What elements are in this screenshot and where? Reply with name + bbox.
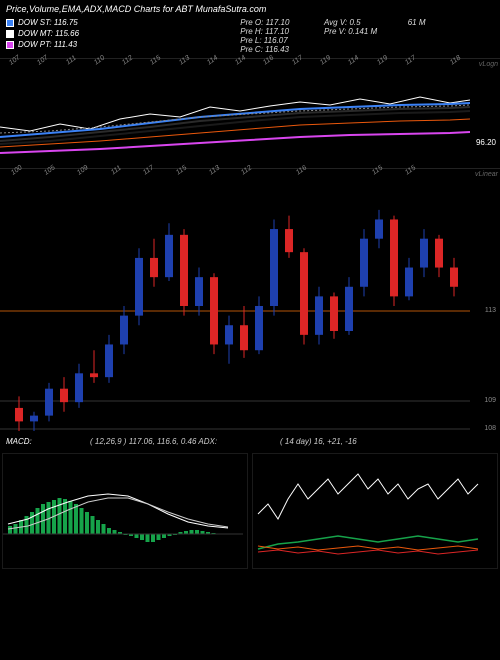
stat-pre-c: Pre C: 116.43 [240, 45, 324, 54]
stat-avg-v: Avg V: 0.5 [324, 18, 408, 27]
legend-st-swatch [6, 19, 14, 27]
adx-subpanel [252, 453, 498, 569]
stat-pre-h: Pre H: 117.10 [240, 27, 324, 36]
macd-subpanel [2, 453, 248, 569]
ema-panel: 1071071111101121151131141141161171191141… [0, 58, 500, 168]
stat-pre-o: Pre O: 117.10 [240, 18, 324, 27]
macd-params-left: ( 12,26,9 ) 117.06, 116.6, 0.46 ADX: [90, 437, 217, 446]
legend-block: DOW ST: 116.75 DOW MT: 115.66 DOW PT: 11… [6, 18, 240, 54]
stat-total: 61 M [408, 18, 492, 27]
legend-mt: DOW MT: 115.66 [6, 29, 240, 38]
legend-pt-swatch [6, 41, 14, 49]
adx-svg [253, 454, 493, 569]
legend-pt: DOW PT: 111.43 [6, 40, 240, 49]
chart-title: Price,Volume,EMA,ADX,MACD Charts for ABT… [6, 4, 494, 14]
stats-block: Pre O: 117.10 Avg V: 0.5 61 M Pre H: 117… [240, 18, 494, 54]
stat-pre-l: Pre L: 116.07 [240, 36, 324, 45]
ema-x-labels: 1071071111101121151131141141161171191141… [0, 57, 470, 64]
ema-price-tag: 96.20 [474, 137, 498, 148]
legend-st: DOW ST: 116.75 [6, 18, 240, 27]
legend-mt-swatch [6, 30, 14, 38]
macd-params-right: ( 14 day) 16, +21, -16 [280, 437, 357, 446]
macd-label: MACD: [6, 437, 32, 446]
candle-x-labels: 100105109111117115113112116115115 [0, 167, 470, 174]
candle-panel: 100105109111117115113112116115115 vLinea… [0, 168, 500, 433]
ema-scale: vLogn [479, 61, 498, 68]
candle-svg [0, 181, 470, 431]
legend-st-label: DOW ST: 116.75 [18, 18, 78, 27]
chart-header: Price,Volume,EMA,ADX,MACD Charts for ABT… [0, 0, 500, 58]
indicator-row [0, 451, 500, 571]
macd-svg [3, 454, 243, 569]
candle-scale: vLinear [475, 171, 498, 178]
stat-pre-v: Pre V: 0.141 M [324, 27, 408, 36]
ema-svg [0, 59, 470, 154]
legend-pt-label: DOW PT: 111.43 [18, 40, 77, 49]
legend-mt-label: DOW MT: 115.66 [18, 29, 79, 38]
